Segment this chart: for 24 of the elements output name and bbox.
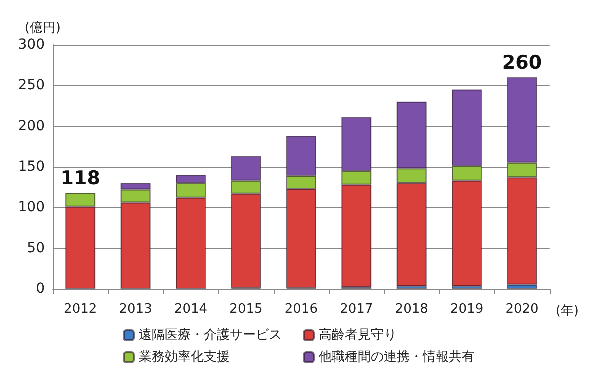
- x-tick-label: 2014: [174, 302, 208, 317]
- y-tick-label: 250: [18, 78, 45, 94]
- x-tick-label: 2015: [230, 302, 263, 317]
- x-tick-label: 2019: [450, 302, 484, 317]
- total-label: 260: [502, 52, 542, 74]
- x-tick-label: 2020: [506, 302, 539, 317]
- legend-label: 遠隔医療・介護サービス: [139, 328, 282, 343]
- y-tick-label: 150: [18, 159, 45, 175]
- legend-label: 業務効率化支援: [139, 349, 230, 365]
- y-tick-label: 100: [18, 200, 45, 216]
- legend-label: 高齢者見守り: [319, 327, 397, 343]
- total-label: 118: [60, 168, 100, 190]
- x-tick-label: 2017: [340, 302, 374, 317]
- x-tick-label: 2016: [284, 302, 318, 317]
- y-tick-label: 50: [27, 240, 45, 256]
- legend-label: 他職種間の連携・情報共有: [319, 350, 475, 365]
- x-tick-label: 2012: [64, 302, 98, 317]
- y-tick-label: 200: [18, 118, 45, 134]
- x-axis-title: (年): [556, 304, 580, 319]
- y-axis-title: (億円): [24, 21, 61, 36]
- x-tick-label: 2018: [395, 302, 428, 317]
- x-tick-label: 2013: [119, 302, 152, 317]
- y-tick-label: 300: [18, 37, 45, 53]
- y-tick-label: 0: [36, 281, 45, 297]
